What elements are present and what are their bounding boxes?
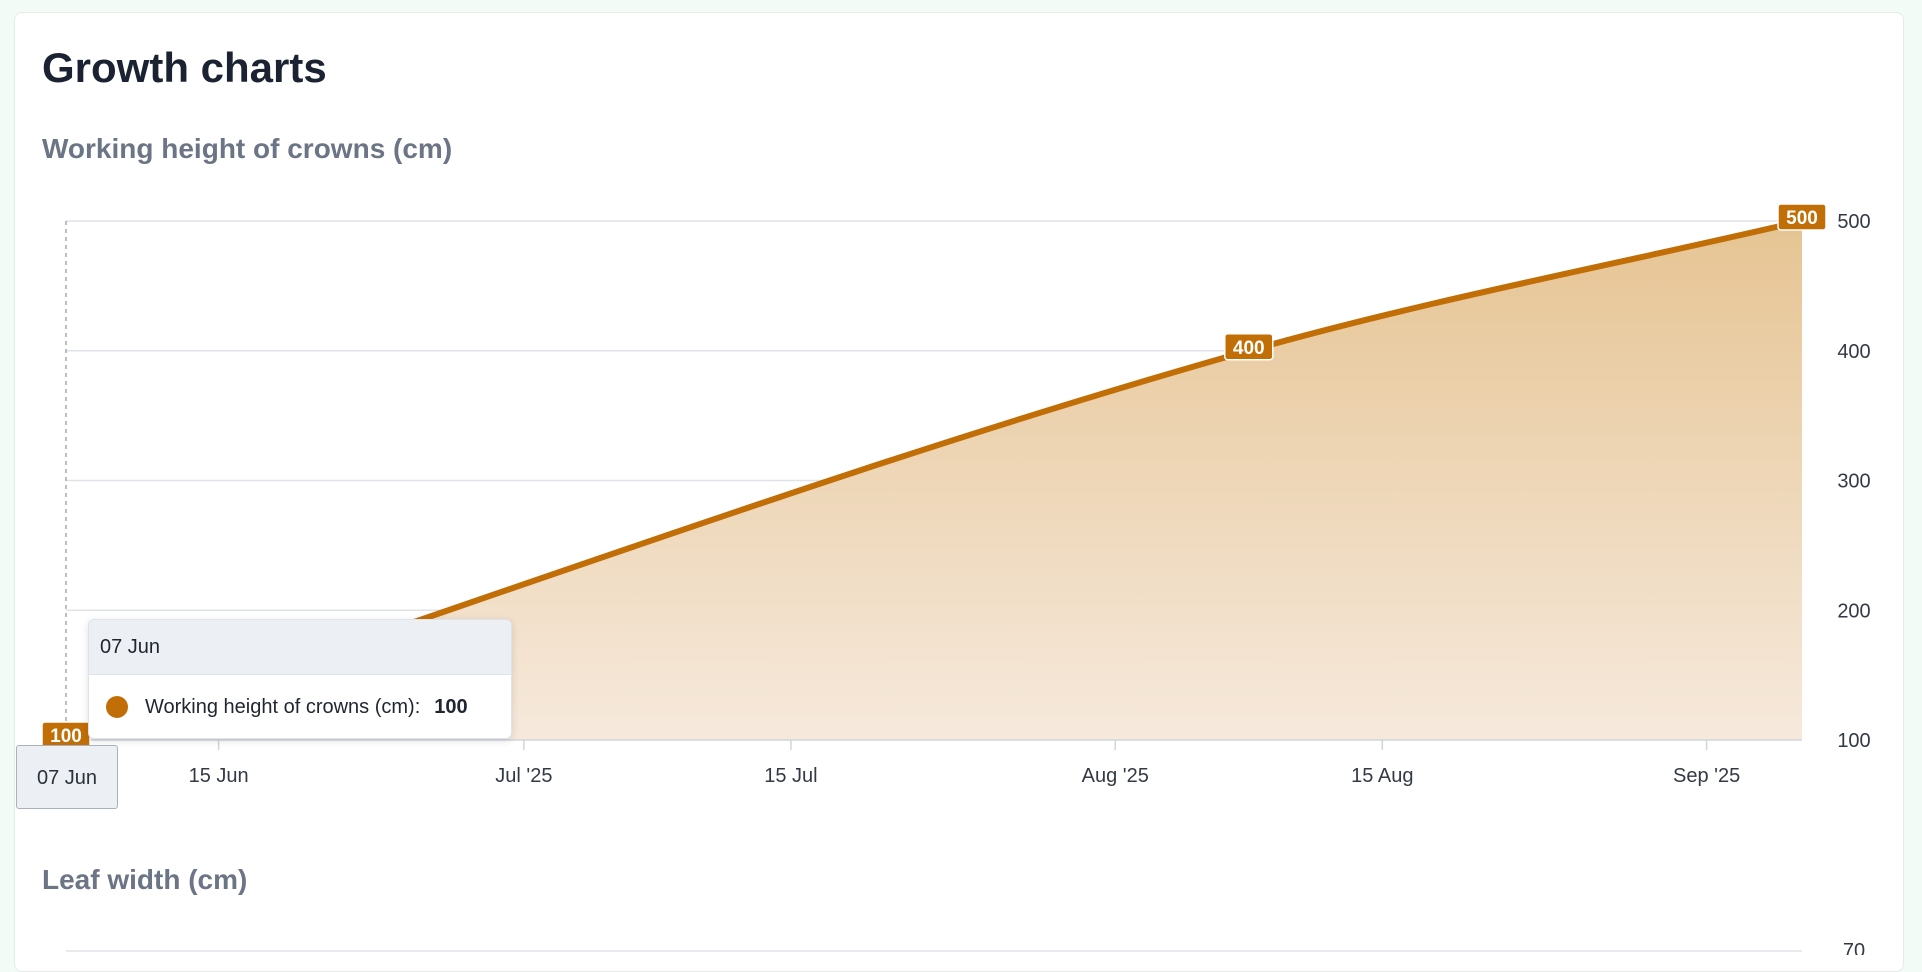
x-tick-label: 15 Jun xyxy=(189,765,249,787)
page-title: Growth charts xyxy=(42,44,327,91)
data-label-box xyxy=(1777,203,1827,231)
data-label: 400 xyxy=(1233,338,1265,359)
x-tick-label: Aug '25 xyxy=(1082,765,1149,787)
x-crosshair-label: 07 Jun xyxy=(16,745,118,809)
chart-title-crown-height: Working height of crowns (cm) xyxy=(42,133,453,164)
tooltip-series-label: Working height of crowns (cm): xyxy=(145,695,421,718)
data-label-box xyxy=(1224,333,1274,361)
series-marker-icon xyxy=(106,696,128,718)
x-tick-label: 15 Aug xyxy=(1351,765,1413,787)
y-tick-label: 500 xyxy=(1837,211,1870,233)
chart-tooltip: 07 Jun Working height of crowns (cm): 10… xyxy=(88,619,512,739)
x-tick-label: Sep '25 xyxy=(1673,765,1740,787)
tooltip-value: 100 xyxy=(434,695,468,718)
y-tick-label: 400 xyxy=(1837,341,1870,363)
y-tick-label: 100 xyxy=(1837,730,1870,752)
x-tick-label: Jul '25 xyxy=(495,765,552,787)
y-tick-label: 300 xyxy=(1837,471,1870,493)
data-label: 100 xyxy=(50,726,82,747)
chart-title-leaf-width: Leaf width (cm) xyxy=(42,864,248,895)
series-area xyxy=(66,221,1802,740)
y-tick-label: 200 xyxy=(1837,600,1870,622)
tooltip-row: Working height of crowns (cm): 100 xyxy=(89,675,511,738)
y-tick-label: 70 xyxy=(1843,940,1865,955)
data-label: 500 xyxy=(1786,208,1818,229)
tooltip-date: 07 Jun xyxy=(89,620,511,675)
x-tick-label: 15 Jul xyxy=(764,765,817,787)
